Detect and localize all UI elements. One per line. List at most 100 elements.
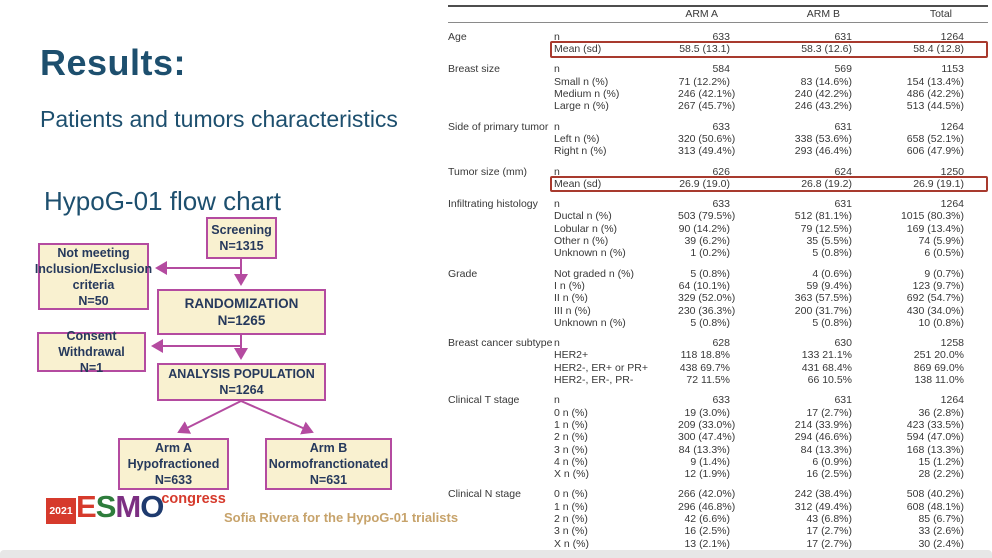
row-sublabel: II n (%) bbox=[554, 292, 588, 305]
row-sublabel: n bbox=[554, 198, 560, 211]
cell-value: 168 (13.3%) bbox=[906, 443, 964, 456]
row-sublabel: 1 n (%) bbox=[554, 500, 588, 513]
row-sublabel: 2 n (%) bbox=[554, 512, 588, 525]
row-sublabel: Unknown n (%) bbox=[554, 316, 626, 329]
cell-value: 43 (6.8%) bbox=[806, 512, 852, 525]
cell-value: 118 18.8% bbox=[680, 349, 730, 362]
cell-value: 486 (42.2%) bbox=[906, 88, 964, 101]
cell-value: 74 (5.9%) bbox=[918, 235, 964, 248]
row-category-label: Clinical T stage bbox=[448, 394, 520, 407]
cell-value: 17 (2.7%) bbox=[806, 525, 852, 538]
table-row: 1 n (%) 209 (33.0%) 214 (33.9%) 423 (33.5%) bbox=[448, 419, 988, 431]
flow-box-not-meeting-criteria: Not meeting Inclusion/Exclusion criteria… bbox=[35, 243, 152, 310]
table-row: Age n 633 631 1264 bbox=[448, 31, 988, 43]
table-row: Left n (%) 320 (50.6%) 338 (53.6%) 658 (52.… bbox=[448, 133, 988, 145]
cell-value: 35 (5.5%) bbox=[806, 235, 852, 248]
cell-value: 631 bbox=[834, 394, 852, 407]
cell-value: 869 69.0% bbox=[913, 361, 964, 374]
page-subtitle: Patients and tumors characteristics bbox=[40, 106, 398, 132]
flow-box-analysis-population: ANALYSIS POPULATION N=1264 bbox=[157, 363, 326, 401]
esmo-letter: M bbox=[115, 489, 141, 524]
cell-value: 630 bbox=[834, 337, 852, 350]
cell-value: 79 (12.5%) bbox=[800, 222, 852, 235]
table-row: Clinical T stage n 633 631 1264 bbox=[448, 394, 988, 406]
flow-box-randomization: RANDOMIZATION N=1265 bbox=[157, 289, 326, 335]
cell-value: 6 (0.9%) bbox=[812, 455, 852, 468]
esmo-wordmark: ESMO bbox=[76, 489, 164, 524]
cell-value: 28 (2.2%) bbox=[918, 468, 964, 481]
row-sublabel: n bbox=[554, 120, 560, 133]
cell-value: 12 (1.9%) bbox=[684, 468, 730, 481]
cell-value: 329 (52.0%) bbox=[678, 292, 736, 305]
row-sublabel: 3 n (%) bbox=[554, 525, 588, 538]
cell-value: 1250 bbox=[940, 165, 964, 178]
cell-value: 123 (9.7%) bbox=[912, 279, 964, 292]
table-row: Medium n (%) 246 (42.1%) 240 (42.2%) 486 (4… bbox=[448, 88, 988, 100]
cell-value: 438 69.7% bbox=[679, 361, 730, 374]
page-title: Results: bbox=[40, 42, 187, 83]
column-header: Total bbox=[929, 8, 952, 21]
cell-value: 338 (53.6%) bbox=[794, 132, 852, 145]
row-category-label: Infiltrating histology bbox=[448, 198, 538, 211]
row-category-label: Clinical N stage bbox=[448, 488, 521, 501]
cell-value: 313 (49.4%) bbox=[678, 145, 736, 158]
cell-value: 26.9 (19.1) bbox=[913, 177, 964, 190]
table-row: 1 n (%) 296 (46.8%) 312 (49.4%) 608 (48.1%) bbox=[448, 501, 988, 513]
row-category-label: Age bbox=[448, 30, 467, 43]
cell-value: 26.8 (19.2) bbox=[801, 177, 852, 190]
table-row: Mean (sd) 26.9 (19.0) 26.8 (19.2) 26.9 (19.… bbox=[448, 175, 988, 193]
cell-value: 658 (52.1%) bbox=[906, 132, 964, 145]
cell-value: 242 (38.4%) bbox=[794, 488, 852, 501]
cell-value: 58.3 (12.6) bbox=[801, 43, 852, 56]
cell-value: 6 (0.5%) bbox=[924, 247, 964, 260]
table-row: Side of primary tumor n 633 631 1264 bbox=[448, 121, 988, 133]
row-sublabel: Ductal n (%) bbox=[554, 210, 612, 223]
table-row: I n (%) 64 (10.1%) 59 (9.4%) 123 (9.7%) bbox=[448, 280, 988, 292]
row-sublabel: 3 n (%) bbox=[554, 443, 588, 456]
flow-box-screening: Screening N=1315 bbox=[206, 217, 277, 259]
table-row: Ductal n (%) 503 (79.5%) 512 (81.1%) 1015 (… bbox=[448, 211, 988, 223]
cell-value: 19 (3.0%) bbox=[684, 406, 730, 419]
esmo-congress-label: congress bbox=[161, 491, 226, 507]
table-row: Breast cancer subtype n 628 630 1258 bbox=[448, 337, 988, 349]
cell-value: 84 (13.3%) bbox=[678, 443, 730, 456]
cell-value: 30 (2.4%) bbox=[918, 537, 964, 550]
cell-value: 594 (47.0%) bbox=[906, 431, 964, 444]
esmo-logo: 2021 ESMO congress bbox=[46, 489, 226, 524]
cell-value: 42 (6.6%) bbox=[684, 512, 730, 525]
row-category-label: Breast cancer subtype bbox=[448, 337, 553, 350]
row-sublabel: X n (%) bbox=[554, 537, 590, 550]
row-sublabel: III n (%) bbox=[554, 304, 591, 317]
cell-value: 64 (10.1%) bbox=[678, 279, 730, 292]
cell-value: 294 (46.6%) bbox=[794, 431, 852, 444]
row-category-label: Grade bbox=[448, 267, 478, 280]
cell-value: 569 bbox=[834, 63, 852, 76]
table-row: Mean (sd) 58.5 (13.1) 58.3 (12.6) 58.4 (12.… bbox=[448, 41, 988, 58]
cell-value: 633 bbox=[712, 120, 730, 133]
table-row: Unknown n (%) 1 (0.2%) 5 (0.8%) 6 (0.5%) bbox=[448, 247, 988, 259]
cell-value: 15 (1.2%) bbox=[918, 455, 964, 468]
row-sublabel: I n (%) bbox=[554, 279, 585, 292]
table-row: Tumor size (mm) n 626 624 1250 bbox=[448, 166, 988, 178]
row-sublabel: n bbox=[554, 337, 560, 350]
row-sublabel: Other n (%) bbox=[554, 235, 609, 248]
table-row: Grade Not graded n (%) 5 (0.8%) 4 (0.6%) 9 (… bbox=[448, 268, 988, 280]
table-row: Infiltrating histology n 633 631 1264 bbox=[448, 198, 988, 210]
row-sublabel: Medium n (%) bbox=[554, 88, 620, 101]
cell-value: 296 (46.8%) bbox=[678, 500, 736, 513]
row-category-label: Side of primary tumor bbox=[448, 120, 549, 133]
cell-value: 85 (6.7%) bbox=[918, 512, 964, 525]
table-row: Other n (%) 39 (6.2%) 35 (5.5%) 74 (5.9%) bbox=[448, 235, 988, 247]
cell-value: 512 (81.1%) bbox=[794, 210, 852, 223]
cell-value: 240 (42.2%) bbox=[794, 88, 852, 101]
flow-box-arm-a: Arm A Hypofractioned N=633 bbox=[118, 438, 229, 490]
row-sublabel: 0 n (%) bbox=[554, 406, 588, 419]
cell-value: 300 (47.4%) bbox=[678, 431, 736, 444]
table-row: 2 n (%) 300 (47.4%) 294 (46.6%) 594 (47.0%) bbox=[448, 431, 988, 443]
cell-value: 10 (0.8%) bbox=[918, 316, 964, 329]
cell-value: 312 (49.4%) bbox=[794, 500, 852, 513]
table-row: 3 n (%) 84 (13.3%) 84 (13.3%) 168 (13.3%) bbox=[448, 444, 988, 456]
cell-value: 626 bbox=[712, 165, 730, 178]
table-row: Breast size n 584 569 1153 bbox=[448, 64, 988, 76]
cell-value: 293 (46.4%) bbox=[794, 145, 852, 158]
